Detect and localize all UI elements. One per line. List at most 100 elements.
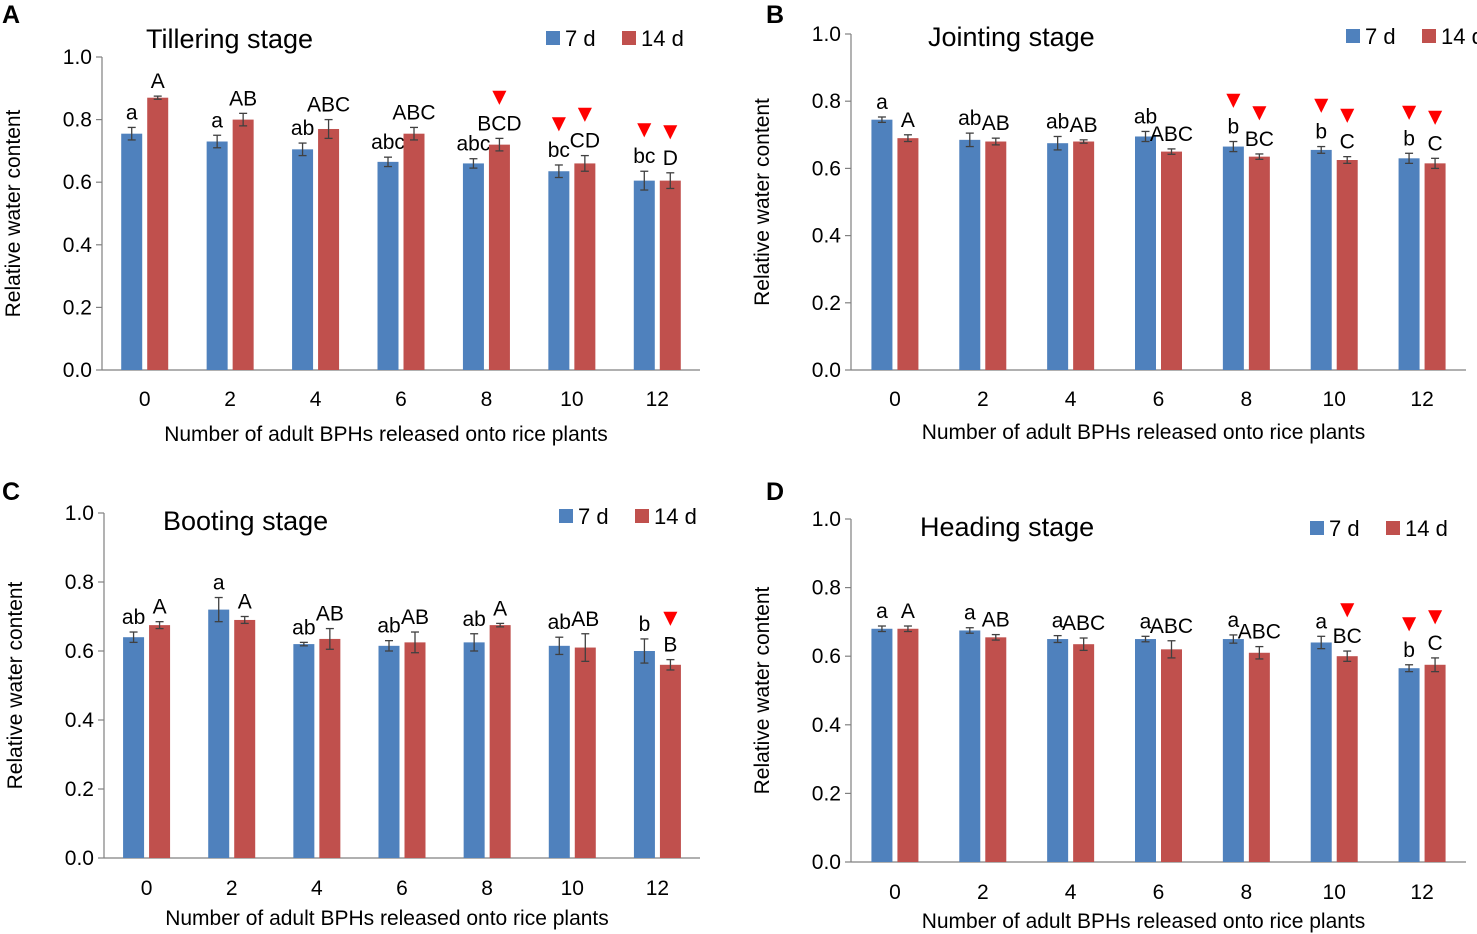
legend-swatch-7d — [559, 509, 573, 523]
legend-swatch-7d — [546, 31, 560, 45]
significance-label: AB — [982, 112, 1010, 135]
legend-swatch-14d — [622, 31, 636, 45]
y-tick-label: 0.4 — [812, 714, 842, 737]
significance-label: B — [663, 634, 677, 657]
bar-7d — [1310, 642, 1332, 862]
bar-14d — [1424, 163, 1446, 370]
panel-c: C Booting stage 0.0 0.2 0.4 0.6 0.8 1.0 Relative… — [2, 478, 700, 930]
x-tick-label: 4 — [310, 388, 322, 411]
y-tick-label: 1.0 — [812, 508, 841, 531]
significance-label: BC — [1333, 625, 1362, 648]
significance-label: b — [639, 613, 651, 636]
y-tick-label: 0.8 — [812, 90, 841, 113]
panel-d: D Heading stage 0.0 0.2 0.4 0.6 0.8 1.0 Relative… — [751, 478, 1466, 933]
bar-14d — [1073, 644, 1095, 862]
bar-14d — [403, 133, 425, 370]
x-tick-label: 6 — [395, 388, 407, 411]
y-tick-label: 0.2 — [812, 292, 841, 315]
bar-7d — [1310, 149, 1332, 370]
y-tick-label: 0.0 — [812, 359, 841, 382]
significance-label: b — [1228, 116, 1240, 139]
y-tick-label: 0.4 — [65, 709, 95, 732]
red-triangle-marker: ▼ — [1423, 603, 1447, 630]
red-triangle-marker: ▼ — [1309, 92, 1333, 119]
bar-14d — [232, 119, 254, 370]
y-tick-label: 0.4 — [63, 234, 93, 257]
x-tick-label: 0 — [889, 881, 901, 904]
bar-7d — [377, 161, 399, 370]
x-tick-label: 8 — [1241, 388, 1253, 411]
red-triangle-marker: ▼ — [1397, 610, 1421, 637]
red-triangle-marker: ▼ — [1423, 103, 1447, 130]
significance-label: AB — [316, 603, 344, 626]
significance-label: A — [153, 596, 167, 619]
x-tick-label: 0 — [889, 388, 901, 411]
legend-swatch-7d — [1310, 521, 1324, 535]
legend-label: 7 d — [1365, 24, 1396, 49]
bar-7d — [1222, 146, 1244, 370]
panel-letter: B — [766, 1, 784, 29]
y-tick-label: 0.8 — [65, 571, 94, 594]
significance-label: ab — [462, 608, 485, 631]
bar-14d — [234, 619, 256, 858]
panel-letter: A — [2, 1, 20, 29]
significance-label: a — [211, 109, 223, 132]
significance-label: AB — [571, 608, 599, 631]
y-tick-label: 0.4 — [812, 225, 842, 248]
bar-14d — [985, 637, 1007, 862]
x-tick-label: 8 — [481, 388, 493, 411]
bar-7d — [292, 149, 314, 370]
significance-label: AB — [1070, 114, 1098, 137]
x-tick-label: 8 — [481, 877, 493, 900]
significance-label: ABC — [392, 101, 435, 124]
significance-label: ABC — [307, 94, 350, 117]
red-triangle-marker: ▼ — [573, 101, 597, 128]
significance-label: ABC — [1238, 621, 1281, 644]
red-triangle-marker: ▼ — [1247, 99, 1271, 126]
panel-letter: C — [2, 478, 20, 506]
significance-label: bc — [633, 145, 655, 168]
legend-swatch-14d — [1386, 521, 1400, 535]
significance-label: a — [126, 101, 138, 124]
bar-14d — [147, 97, 169, 370]
y-tick-label: 0.2 — [812, 782, 841, 805]
bar-7d — [121, 133, 143, 370]
significance-label: ab — [122, 606, 145, 629]
red-triangle-marker: ▼ — [488, 83, 512, 110]
bar-14d — [489, 625, 511, 858]
bar-14d — [149, 625, 171, 858]
bar-7d — [1135, 639, 1156, 862]
y-tick-label: 0.8 — [812, 577, 841, 600]
chart-title: Tillering stage — [146, 24, 313, 54]
x-tick-label: 2 — [977, 881, 989, 904]
bar-7d — [548, 645, 570, 858]
bar-7d — [548, 171, 570, 370]
bar-7d — [633, 180, 655, 370]
significance-label: abc — [456, 133, 490, 156]
bar-7d — [293, 644, 315, 858]
x-tick-label: 2 — [226, 877, 238, 900]
significance-label: ab — [377, 615, 400, 638]
significance-label: ABC — [1150, 615, 1193, 638]
chart-title: Heading stage — [920, 512, 1094, 542]
significance-label: b — [1403, 127, 1415, 150]
bar-7d — [959, 630, 981, 862]
legend-label: 14 d — [1441, 24, 1477, 49]
significance-label: a — [876, 91, 888, 114]
x-tick-label: 2 — [224, 388, 236, 411]
legend-label: 14 d — [654, 504, 697, 529]
legend-label: 14 d — [1405, 516, 1448, 541]
x-tick-label: 0 — [139, 388, 151, 411]
significance-label: ab — [292, 616, 315, 639]
significance-label: a — [1315, 610, 1327, 633]
bar-7d — [871, 119, 893, 371]
red-triangle-marker: ▼ — [632, 116, 656, 143]
bar-14d — [1424, 664, 1446, 862]
bar-7d — [378, 645, 400, 858]
y-tick-label: 0.6 — [812, 645, 841, 668]
y-tick-label: 0.6 — [63, 171, 92, 194]
significance-label: a — [1140, 610, 1152, 633]
significance-label: ABC — [1062, 612, 1105, 635]
x-tick-label: 4 — [1065, 881, 1077, 904]
significance-label: bc — [548, 139, 570, 162]
